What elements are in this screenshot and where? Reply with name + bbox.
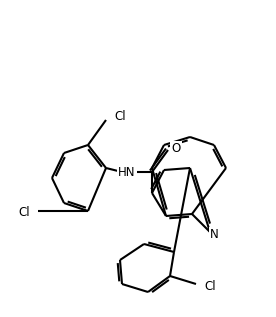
Text: HN: HN	[118, 165, 136, 178]
Text: O: O	[171, 141, 181, 154]
Text: N: N	[210, 228, 218, 241]
Text: Cl: Cl	[114, 111, 126, 124]
Text: Cl: Cl	[204, 280, 216, 293]
Text: Cl: Cl	[18, 206, 30, 219]
